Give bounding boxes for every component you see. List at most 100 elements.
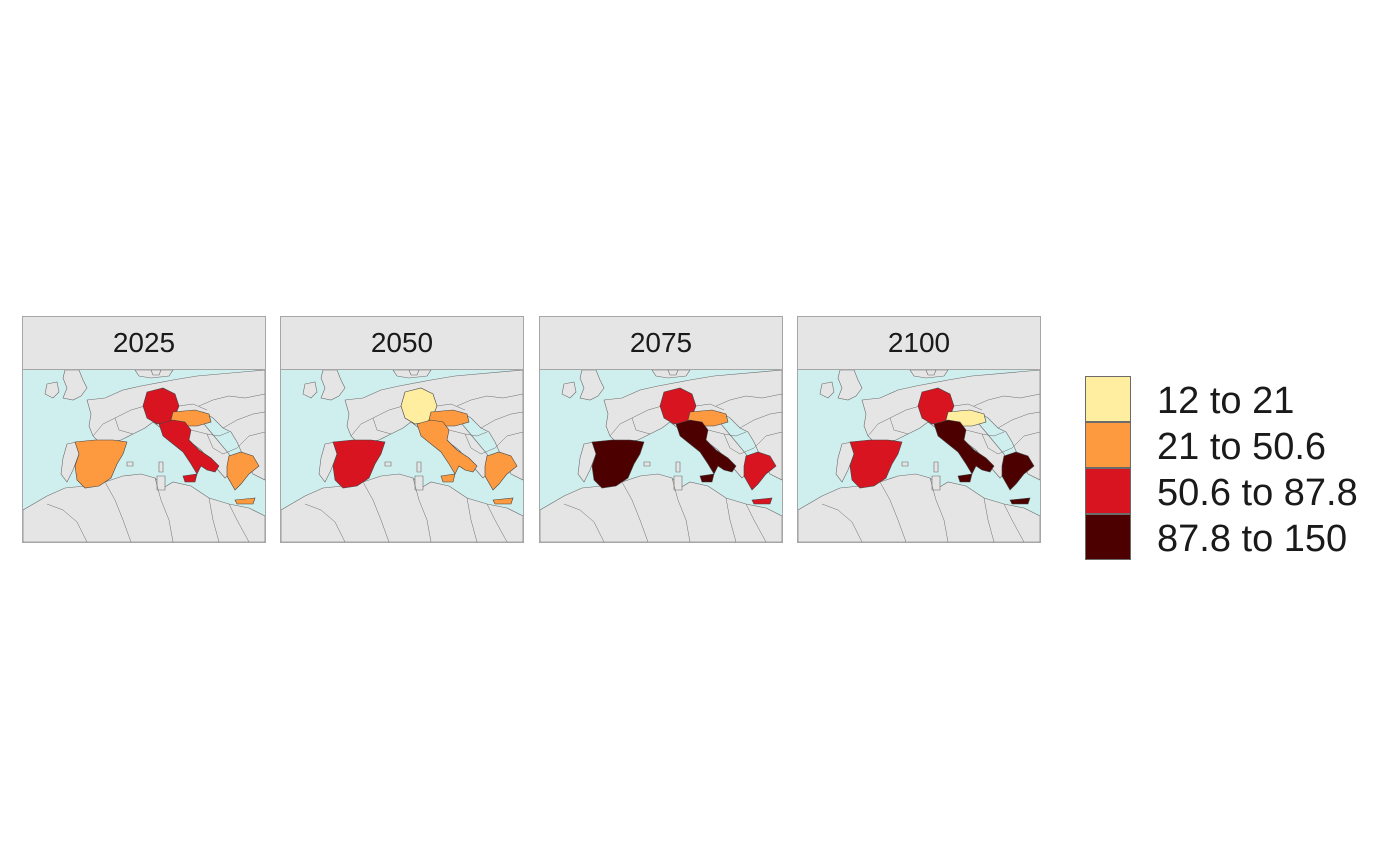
panel-title: 2100 xyxy=(887,327,951,358)
border-line xyxy=(304,503,346,542)
land-balearics xyxy=(643,461,651,467)
border-line xyxy=(46,503,88,542)
border-line xyxy=(448,429,488,437)
land-denmark xyxy=(408,370,420,376)
region-italy xyxy=(158,419,220,475)
region-crete xyxy=(492,497,514,505)
region-spain xyxy=(74,439,128,489)
land-sardinia xyxy=(931,475,941,491)
legend-key-2 xyxy=(1085,468,1131,514)
land-corsica xyxy=(158,461,164,473)
land-great-britain xyxy=(62,370,88,401)
land-ireland xyxy=(44,381,60,399)
border-line xyxy=(362,481,390,542)
border-line xyxy=(154,477,174,542)
legend-key-3 xyxy=(1085,514,1131,560)
border-line xyxy=(466,497,478,542)
land-denmark xyxy=(925,370,937,376)
border-line xyxy=(973,393,1040,407)
legend-key-1 xyxy=(1085,422,1131,468)
land-sardinia xyxy=(156,475,166,491)
legend-label-1: 21 to 50.6 xyxy=(1157,426,1327,468)
border-line xyxy=(983,497,995,542)
border-line xyxy=(206,431,265,455)
region-greece xyxy=(1001,451,1035,491)
region-crete xyxy=(1009,497,1031,505)
land-corsica xyxy=(933,461,939,473)
region-crete xyxy=(751,497,773,505)
region-greece xyxy=(484,451,518,491)
map-svg xyxy=(540,370,782,542)
land-corsica xyxy=(675,461,681,473)
border-line xyxy=(464,431,523,455)
region-sicily xyxy=(957,473,973,483)
border-line xyxy=(695,403,725,411)
panel-title: 2025 xyxy=(112,327,176,358)
region-crete xyxy=(234,497,256,505)
border-line xyxy=(715,393,782,407)
panel-2050: 2050 xyxy=(280,316,524,543)
land-ireland xyxy=(561,381,577,399)
border-line xyxy=(178,403,208,411)
border-line xyxy=(104,481,132,542)
land-great-britain xyxy=(837,370,863,401)
land-denmark xyxy=(667,370,679,376)
map-view xyxy=(280,369,524,543)
legend-key-0 xyxy=(1085,376,1131,422)
region-sicily xyxy=(182,473,198,483)
border-line xyxy=(456,393,523,407)
panel-2100: 2100 xyxy=(797,316,1041,543)
border-line xyxy=(190,429,230,437)
border-line xyxy=(198,393,265,407)
border-line xyxy=(114,417,134,435)
map-svg xyxy=(23,370,265,542)
border-line xyxy=(412,477,432,542)
region-italy xyxy=(416,419,478,475)
land-sardinia xyxy=(414,475,424,491)
border-line xyxy=(929,477,949,542)
panel-strip: 2100 xyxy=(797,316,1041,370)
land-north-africa xyxy=(23,473,265,542)
land-north-africa xyxy=(281,473,523,542)
land-corsica xyxy=(416,461,422,473)
panel-strip: 2050 xyxy=(280,316,524,370)
border-line xyxy=(953,403,983,411)
border-line xyxy=(965,429,1005,437)
border-line xyxy=(631,417,651,435)
border-line xyxy=(739,411,782,429)
panel-2075: 2075 xyxy=(539,316,783,543)
panel-title: 2075 xyxy=(629,327,693,358)
legend-label-3: 87.8 to 150 xyxy=(1157,518,1348,560)
border-line xyxy=(723,431,782,455)
border-line xyxy=(621,481,649,542)
region-italy xyxy=(675,419,737,475)
region-greece xyxy=(743,451,777,491)
border-line xyxy=(222,411,265,429)
panel-strip: 2025 xyxy=(22,316,266,370)
panel-title: 2050 xyxy=(370,327,434,358)
border-line xyxy=(563,503,605,542)
region-greece xyxy=(226,451,260,491)
border-line xyxy=(821,503,863,542)
legend-label-2: 50.6 to 87.8 xyxy=(1157,472,1358,514)
map-view xyxy=(539,369,783,543)
country-borders xyxy=(304,393,523,542)
border-line xyxy=(879,481,907,542)
border-line xyxy=(725,497,737,542)
map-svg xyxy=(798,370,1040,542)
land-ireland xyxy=(302,381,318,399)
legend-label-0: 12 to 21 xyxy=(1157,380,1295,422)
land-north-africa xyxy=(798,473,1040,542)
country-borders xyxy=(821,393,1040,542)
border-line xyxy=(981,431,1040,455)
country-borders xyxy=(46,393,265,542)
map-view xyxy=(22,369,266,543)
region-spain xyxy=(332,439,386,489)
map-svg xyxy=(281,370,523,542)
land-great-britain xyxy=(320,370,346,401)
border-line xyxy=(208,497,220,542)
land-ireland xyxy=(819,381,835,399)
border-line xyxy=(1003,503,1025,542)
border-line xyxy=(480,411,523,429)
border-line xyxy=(889,417,909,435)
